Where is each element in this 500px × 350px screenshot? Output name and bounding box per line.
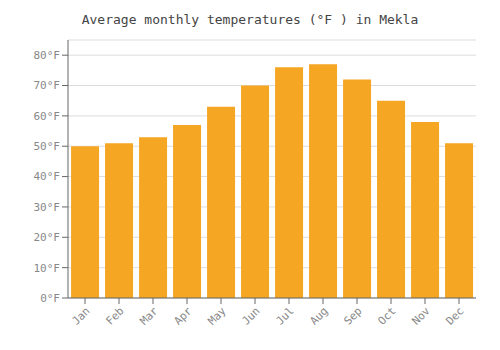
svg-text:80°F: 80°F	[34, 49, 61, 62]
svg-text:50°F: 50°F	[34, 140, 61, 153]
svg-text:0°F: 0°F	[40, 292, 60, 305]
svg-text:Jan: Jan	[69, 304, 92, 327]
svg-text:Aug: Aug	[307, 304, 330, 327]
svg-text:May: May	[205, 304, 229, 328]
svg-text:Mar: Mar	[137, 304, 161, 328]
svg-text:30°F: 30°F	[34, 201, 61, 214]
svg-text:Apr: Apr	[171, 304, 195, 328]
svg-text:Jun: Jun	[239, 304, 262, 327]
svg-text:20°F: 20°F	[34, 231, 61, 244]
svg-text:Dec: Dec	[443, 304, 466, 327]
svg-text:Sep: Sep	[341, 304, 364, 327]
svg-text:Feb: Feb	[103, 304, 126, 327]
html-text:Average monthly temperatures (: Average monthly temperatures (°F ) in Me…	[81, 12, 419, 27]
svg-text:Jul: Jul	[273, 304, 296, 327]
svg-text:40°F: 40°F	[34, 170, 61, 183]
svg-text:10°F: 10°F	[34, 262, 61, 275]
svg-text:Oct: Oct	[375, 304, 398, 327]
svg-text:70°F: 70°F	[34, 79, 61, 92]
svg-text:Nov: Nov	[409, 304, 433, 328]
svg-text:60°F: 60°F	[34, 110, 61, 123]
